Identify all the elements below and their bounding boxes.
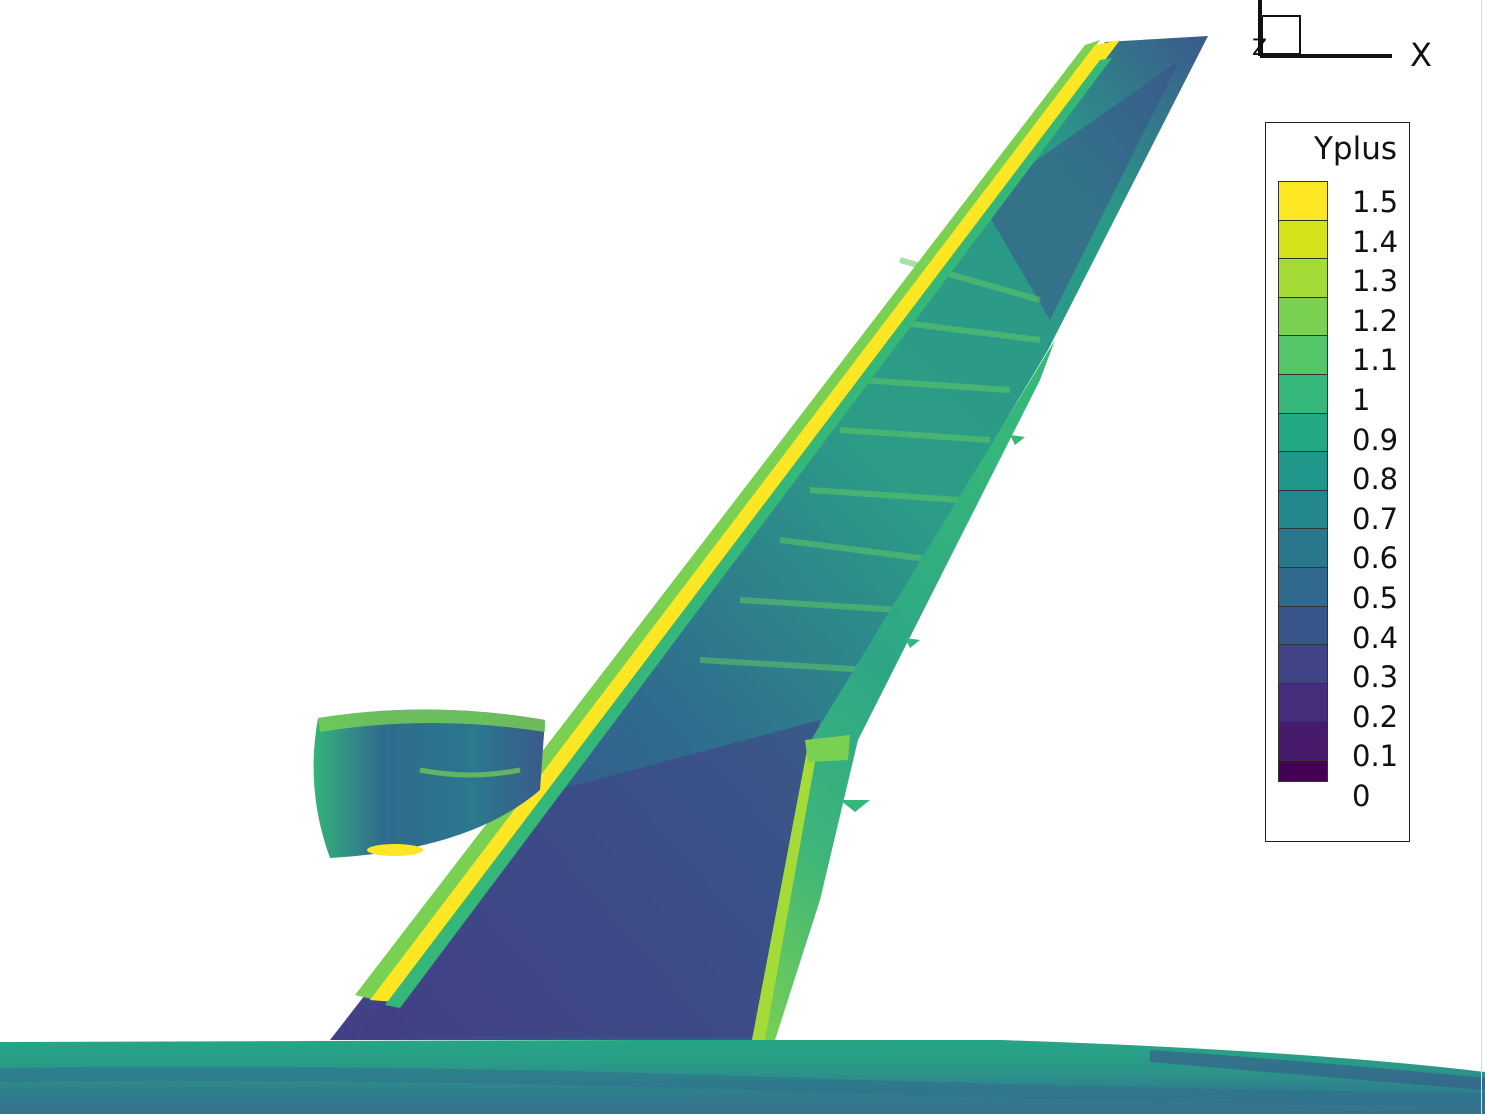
legend-label: 0.5 xyxy=(1352,581,1398,615)
color-legend: Yplus 1.5 1.4 1.3 1.2 1.1 1 0.9 0.8 0.7 0.6 0.5 0.4… xyxy=(1265,122,1410,842)
legend-swatch xyxy=(1278,490,1328,529)
legend-title: Yplus xyxy=(1314,131,1397,167)
legend-label: 1 xyxy=(1352,383,1370,417)
legend-swatch xyxy=(1278,528,1328,567)
legend-swatch xyxy=(1278,413,1328,452)
legend-label: 0 xyxy=(1352,779,1370,813)
legend-swatch xyxy=(1278,606,1328,645)
legend-swatch xyxy=(1278,335,1328,374)
legend-swatch xyxy=(1278,644,1328,683)
legend-swatch xyxy=(1278,721,1328,760)
legend-swatch xyxy=(1278,374,1328,413)
legend-label: 1.4 xyxy=(1352,225,1398,259)
legend-swatch xyxy=(1278,258,1328,297)
legend-label: 0.1 xyxy=(1352,739,1398,773)
legend-swatch xyxy=(1278,451,1328,490)
axis-x-label: X xyxy=(1410,36,1432,74)
legend-label: 0.8 xyxy=(1352,462,1398,496)
legend-swatch xyxy=(1278,297,1328,336)
legend-label: 0.9 xyxy=(1352,423,1398,457)
legend-swatches xyxy=(1278,181,1328,782)
legend-swatch xyxy=(1278,760,1328,782)
legend-label: 0.6 xyxy=(1352,541,1398,575)
legend-label: 0.7 xyxy=(1352,502,1398,536)
legend-label: 1.1 xyxy=(1352,343,1398,377)
axis-z-label: Z xyxy=(1252,36,1267,61)
legend-label: 1.5 xyxy=(1352,185,1398,219)
legend-swatch xyxy=(1278,567,1328,606)
legend-label: 1.3 xyxy=(1352,264,1398,298)
legend-label: 0.2 xyxy=(1352,700,1398,734)
fuselage-surface xyxy=(0,1040,1485,1114)
legend-label: 0.4 xyxy=(1352,621,1398,655)
legend-swatch xyxy=(1278,220,1328,259)
axis-triad xyxy=(1260,0,1392,56)
viewport-border xyxy=(1481,0,1482,1114)
legend-label: 1.2 xyxy=(1352,304,1398,338)
legend-label: 0.3 xyxy=(1352,660,1398,694)
legend-swatch xyxy=(1278,683,1328,722)
legend-swatch xyxy=(1278,181,1328,220)
